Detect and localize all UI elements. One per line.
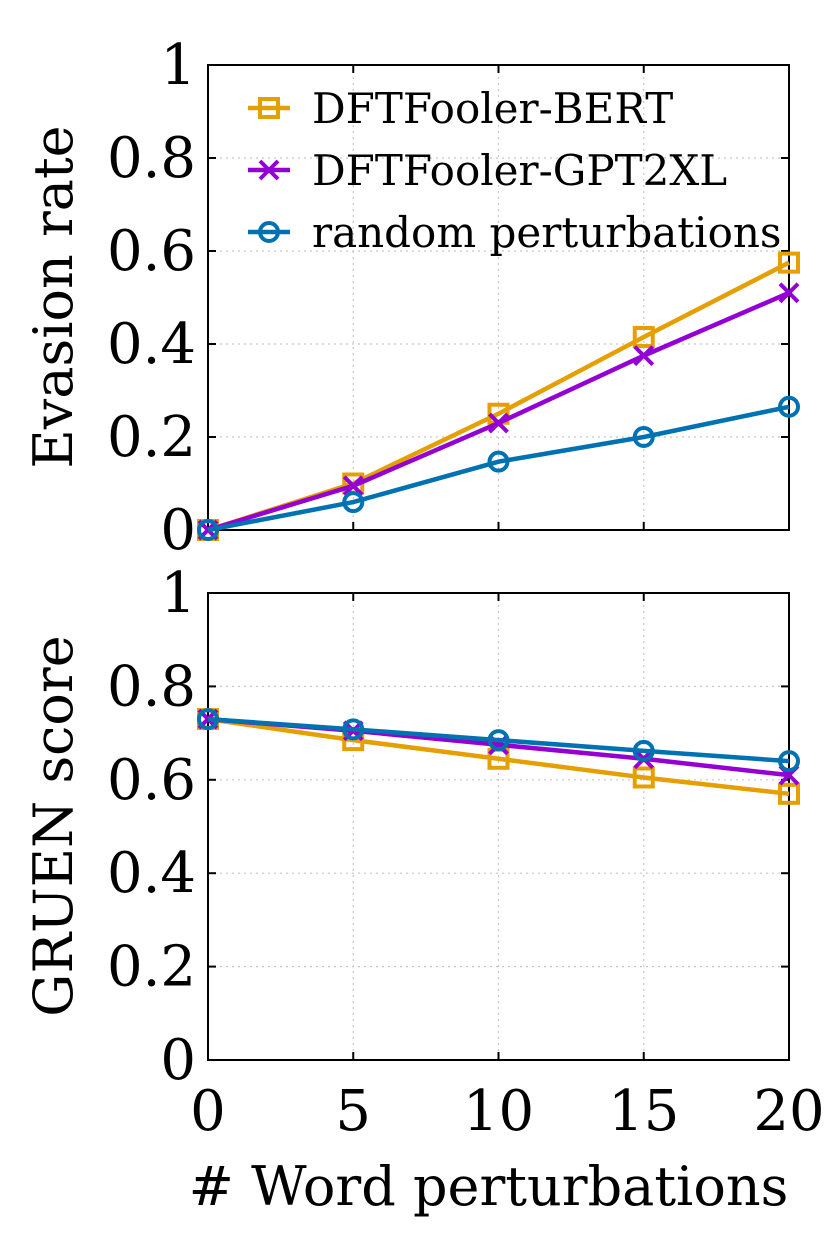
data-point-dftfooler-gpt2xl	[633, 345, 655, 367]
legend-label: random perturbations	[312, 208, 781, 257]
legend-item-random-perturbations: random perturbations	[248, 208, 781, 257]
y-tick-label: 0	[160, 498, 196, 563]
y-tick-label: 0.2	[107, 935, 196, 1000]
data-point-random-perturbations	[487, 729, 510, 752]
x-tick-label: 0	[190, 1079, 226, 1144]
y-tick-label: 0.2	[107, 405, 196, 470]
legend-marker	[258, 159, 280, 181]
data-point-random-perturbations	[487, 450, 510, 473]
data-point-random-perturbations	[342, 491, 365, 514]
data-point-random-perturbations	[342, 718, 365, 741]
legend-label: DFTFooler-GPT2XL	[312, 146, 727, 195]
data-point-dftfooler-bert	[778, 782, 800, 805]
data-point-random-perturbations	[632, 739, 655, 762]
data-point-dftfooler-bert	[778, 251, 800, 274]
evasion-rate-panel: 0 0.2 0.4 0.6 0.8 1 Evasion rate DFTFooler-BERT…	[22, 33, 800, 563]
data-point-random-perturbations	[632, 426, 655, 448]
y-tick-label: 0	[160, 1028, 196, 1093]
series-line-dftfooler-bert	[207, 716, 790, 797]
y-tick-label: 1	[160, 561, 196, 626]
legend-marker	[258, 221, 280, 243]
legend-label: DFTFooler-BERT	[312, 84, 673, 133]
x-tick-label: 15	[608, 1079, 679, 1144]
x-tick-label: 10	[463, 1079, 534, 1144]
data-point-dftfooler-gpt2xl	[342, 475, 364, 497]
data-point-random-perturbations	[197, 519, 219, 541]
y-axis-label: Evasion rate	[22, 125, 85, 468]
data-point-random-perturbations	[778, 750, 800, 773]
legend-marker	[258, 97, 280, 119]
x-tick-label: 5	[335, 1079, 371, 1144]
data-point-dftfooler-gpt2xl	[488, 412, 509, 434]
data-point-dftfooler-gpt2xl	[778, 282, 800, 304]
y-tick-label: 0.6	[107, 748, 196, 813]
x-axis-label: # Word perturbations	[189, 1155, 789, 1218]
y-tick-label: 1	[160, 33, 196, 98]
legend-item-dftfooler-gpt2xl: DFTFooler-GPT2XL	[248, 146, 727, 195]
y-tick-label: 0.8	[107, 654, 196, 719]
y-tick-label: 0.6	[107, 219, 196, 284]
data-point-random-perturbations	[778, 395, 800, 418]
series-line-random-perturbations	[207, 716, 790, 764]
data-point-random-perturbations	[197, 708, 219, 731]
x-tick-label: 20	[753, 1079, 824, 1144]
y-axis-label: GRUEN score	[22, 635, 85, 1016]
series-line-random-perturbations	[207, 404, 790, 533]
legend-item-dftfooler-bert: DFTFooler-BERT	[248, 84, 673, 133]
data-point-dftfooler-bert	[632, 326, 655, 349]
data-point-dftfooler-bert	[632, 766, 655, 789]
y-tick-label: 0.4	[107, 312, 196, 377]
y-tick-label: 0.8	[107, 126, 196, 191]
y-tick-label: 0.4	[107, 841, 196, 906]
